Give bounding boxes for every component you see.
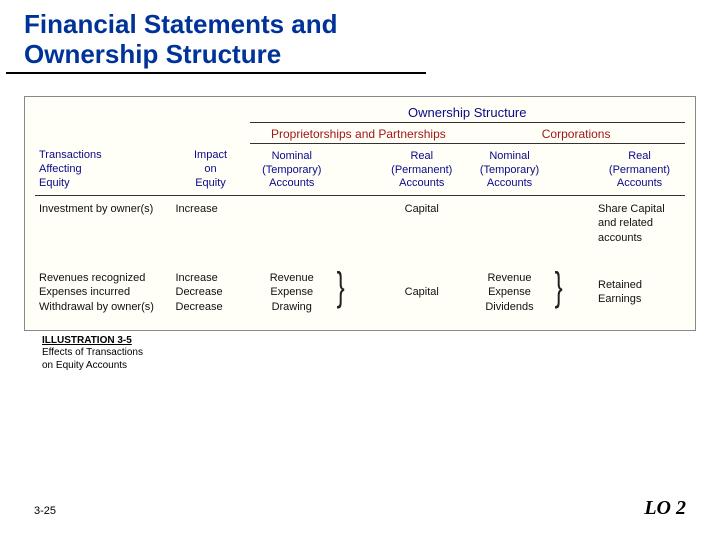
col-nominal-pp: Nominal (Temporary) Accounts xyxy=(250,143,335,193)
col-real-pp: Real (Permanent) Accounts xyxy=(376,143,467,193)
subheader-proprietorships: Proprietorships and Partnerships xyxy=(250,122,468,143)
col-real-corp: Real (Permanent) Accounts xyxy=(594,143,685,193)
brace-icon: } xyxy=(337,267,345,307)
owner-header: Ownership Structure xyxy=(250,105,686,122)
page-number: 3-25 xyxy=(34,505,56,517)
subheader-corporations: Corporations xyxy=(467,122,685,143)
col-transactions: Transactions Affecting Equity xyxy=(35,143,172,193)
col-nominal-corp: Nominal (Temporary) Accounts xyxy=(467,143,552,193)
brace-icon: } xyxy=(554,267,562,307)
illustration-table: Ownership Structure Proprietorships and … xyxy=(24,96,696,331)
col-impact: Impact on Equity xyxy=(172,143,250,193)
table-row: Investment by owner(s) Increase Capital … xyxy=(35,196,685,249)
illustration-caption: ILLUSTRATION 3-5 Effects of Transactions… xyxy=(42,335,720,373)
learning-objective: LO 2 xyxy=(644,497,686,520)
slide-title: Financial Statements and Ownership Struc… xyxy=(6,0,426,74)
table-row: Revenues recognized Expenses incurred Wi… xyxy=(35,265,685,318)
